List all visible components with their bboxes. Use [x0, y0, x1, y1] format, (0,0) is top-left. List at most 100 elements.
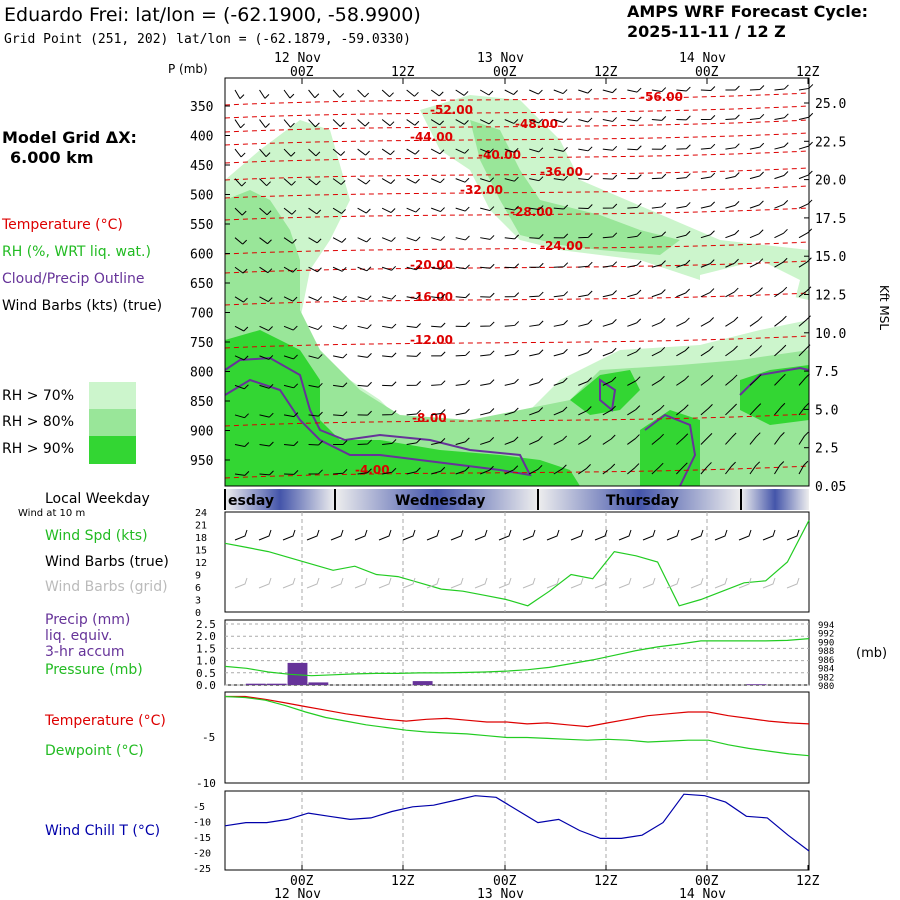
wind-barb-main — [700, 143, 716, 150]
wind-barb-main — [357, 439, 372, 445]
wind-barb-main — [676, 433, 689, 445]
wind-barb-grid — [450, 577, 464, 589]
wind-barb-main — [553, 291, 569, 298]
precip-y-tick-0: 2.5 — [196, 618, 216, 631]
wind-barb-main — [529, 320, 544, 327]
wind-barb-main — [381, 265, 396, 271]
wind-barb-main — [308, 382, 323, 388]
wind-barb-main — [602, 434, 616, 445]
wind-barb-grid — [258, 577, 272, 589]
wind-barb-10m — [594, 529, 608, 541]
wind-barb-main — [651, 289, 666, 298]
wind-panel-frame — [224, 511, 810, 613]
wind-barb-main — [578, 290, 593, 298]
wind-barb-grid — [498, 577, 512, 589]
wind-barb-main — [234, 296, 248, 303]
precip-bar-1 — [245, 683, 266, 685]
wind-barb-main — [553, 406, 568, 416]
pressure-tick-750: 750 — [190, 336, 213, 351]
wind-barb-main — [259, 266, 273, 274]
isotherm-3 — [224, 132, 810, 146]
precip-y-tick-1: 2.0 — [196, 630, 216, 643]
wind-barb-main — [602, 463, 616, 475]
wind-barb-main — [676, 375, 690, 386]
isotherm-13 — [224, 465, 810, 479]
wind-barb-main — [455, 264, 470, 270]
wind-barb-main — [259, 89, 270, 99]
wind-barb-main — [259, 207, 272, 216]
accum-label: 3-hr accum — [45, 644, 125, 660]
wind-barb-main — [529, 291, 544, 298]
wind-barb-main — [504, 349, 519, 357]
wind-barb-main — [259, 441, 274, 447]
weekday-0: esday — [228, 493, 274, 509]
precip-bar-3 — [287, 662, 308, 685]
temperature-line — [225, 695, 810, 728]
wind-barb-main — [798, 228, 813, 239]
height-tick-0: 25.0 — [815, 97, 846, 112]
wind-barb-main — [774, 402, 786, 416]
wind-barb-main — [357, 207, 371, 214]
wind-barb-main — [332, 178, 346, 185]
wind-barb-main — [651, 202, 667, 209]
wind-barb-main — [406, 409, 421, 416]
wind-barb-main — [602, 261, 618, 268]
wind-barb-main — [676, 346, 690, 357]
wind-barb-main — [283, 119, 295, 128]
forecast-cycle-label: AMPS WRF Forecast Cycle: — [627, 2, 869, 21]
precip-y-tick-5: 0.0 — [196, 679, 216, 692]
wind-barb-main — [234, 471, 250, 476]
pressure-y-tick-984: 984 — [818, 665, 834, 675]
wind-barb-main — [749, 374, 762, 386]
wind-barb-10m — [282, 529, 296, 541]
wind-barb-main — [651, 260, 666, 268]
wind-barb-main — [676, 115, 691, 121]
pressure-y-tick-982: 982 — [818, 673, 834, 683]
wind-barb-main — [529, 118, 544, 124]
wind-barb-10m — [666, 529, 680, 541]
bottom-hour-4: 00Z — [695, 874, 719, 889]
wind-barb-main — [578, 319, 593, 327]
wind-barb-main — [382, 439, 397, 445]
wind-barb-main — [529, 349, 544, 357]
wind-barb-main — [700, 317, 715, 327]
bottom-hour-3: 12Z — [594, 874, 618, 889]
wind-barb-main — [431, 236, 446, 241]
wind-barb-main — [627, 463, 640, 475]
wind-barb-main — [529, 262, 544, 268]
wind-barb-main — [406, 148, 420, 155]
wind-barb-main — [308, 207, 322, 215]
wind-barb-main — [357, 89, 370, 98]
windchill-panel-frame — [224, 790, 810, 871]
wind-barb-main — [700, 433, 713, 445]
wind-barb-main — [553, 348, 568, 357]
wind-barb-main — [529, 89, 543, 95]
wind-barb-main — [578, 88, 593, 94]
wind-barb-main — [455, 89, 469, 96]
height-tick-1: 22.5 — [815, 135, 846, 150]
wind-barb-main — [578, 204, 593, 210]
windchill-line — [224, 793, 810, 852]
rh80-swatch — [89, 409, 136, 436]
wind-barb-main — [431, 264, 446, 270]
wind-barb-10m — [786, 529, 800, 541]
pressure-tick-900: 900 — [190, 425, 213, 440]
wind-barb-main — [774, 84, 789, 91]
wind-y-tick-24: 24 — [195, 508, 207, 519]
wind-barb-main — [774, 200, 789, 209]
wind-barb-main — [651, 231, 667, 239]
isotherm-4 — [224, 150, 810, 164]
wind-barb-10m — [450, 529, 464, 541]
top-date-1: 13 Nov — [477, 51, 524, 66]
pressure-tick-950: 950 — [190, 454, 213, 469]
top-date-2: 14 Nov — [679, 51, 726, 66]
pressure-tick-850: 850 — [190, 395, 213, 410]
pressure-y-tick-994: 994 — [818, 621, 834, 631]
isotherm-12 — [224, 413, 810, 427]
wind-barb-main — [430, 119, 445, 126]
pressure-axis-title: P (mb) — [168, 62, 208, 76]
wind-barb-main — [259, 178, 271, 187]
model-grid-label: Model Grid ΔX: — [2, 128, 137, 147]
wind-barb-main — [700, 172, 716, 180]
wind-barb-main — [479, 89, 494, 96]
